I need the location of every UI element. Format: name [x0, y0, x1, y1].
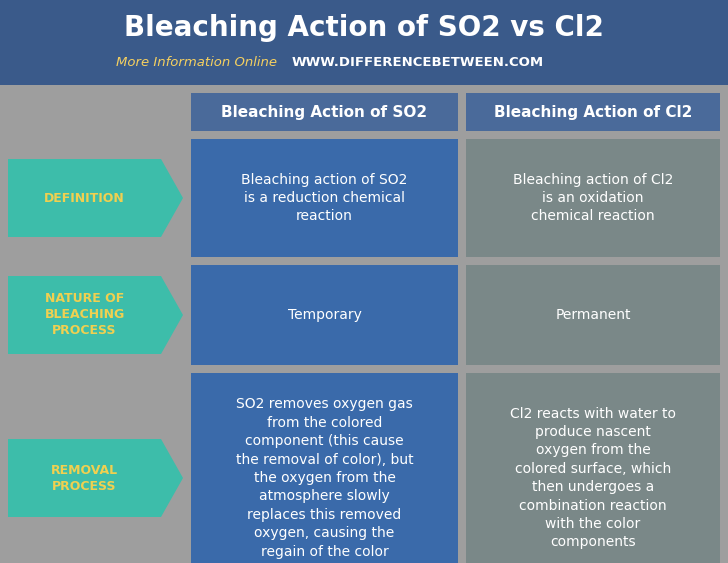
FancyBboxPatch shape — [466, 265, 720, 365]
Text: More Information Online: More Information Online — [116, 56, 277, 69]
Text: Cl2 reacts with water to
produce nascent
oxygen from the
colored surface, which
: Cl2 reacts with water to produce nascent… — [510, 406, 676, 549]
Text: REMOVAL
PROCESS: REMOVAL PROCESS — [51, 463, 118, 493]
Text: Bleaching action of SO2
is a reduction chemical
reaction: Bleaching action of SO2 is a reduction c… — [241, 173, 408, 224]
FancyBboxPatch shape — [191, 93, 458, 131]
Text: Temporary: Temporary — [288, 308, 361, 322]
Text: Bleaching Action of Cl2: Bleaching Action of Cl2 — [494, 105, 692, 119]
Text: NATURE OF
BLEACHING
PROCESS: NATURE OF BLEACHING PROCESS — [44, 293, 124, 337]
Text: WWW.DIFFERENCEBETWEEN.COM: WWW.DIFFERENCEBETWEEN.COM — [291, 56, 543, 69]
FancyBboxPatch shape — [466, 93, 720, 131]
Text: Bleaching Action of SO2: Bleaching Action of SO2 — [221, 105, 427, 119]
Text: Permanent: Permanent — [555, 308, 630, 322]
FancyBboxPatch shape — [466, 373, 720, 563]
Polygon shape — [8, 439, 183, 517]
FancyBboxPatch shape — [191, 139, 458, 257]
Polygon shape — [8, 159, 183, 237]
FancyBboxPatch shape — [0, 0, 728, 85]
Text: SO2 removes oxygen gas
from the colored
component (this cause
the removal of col: SO2 removes oxygen gas from the colored … — [236, 397, 414, 558]
Text: Bleaching Action of SO2 vs Cl2: Bleaching Action of SO2 vs Cl2 — [124, 14, 604, 42]
FancyBboxPatch shape — [191, 265, 458, 365]
FancyBboxPatch shape — [191, 373, 458, 563]
FancyBboxPatch shape — [466, 139, 720, 257]
Polygon shape — [8, 276, 183, 354]
Text: Bleaching action of Cl2
is an oxidation
chemical reaction: Bleaching action of Cl2 is an oxidation … — [513, 173, 673, 224]
Text: DEFINITION: DEFINITION — [44, 191, 125, 204]
